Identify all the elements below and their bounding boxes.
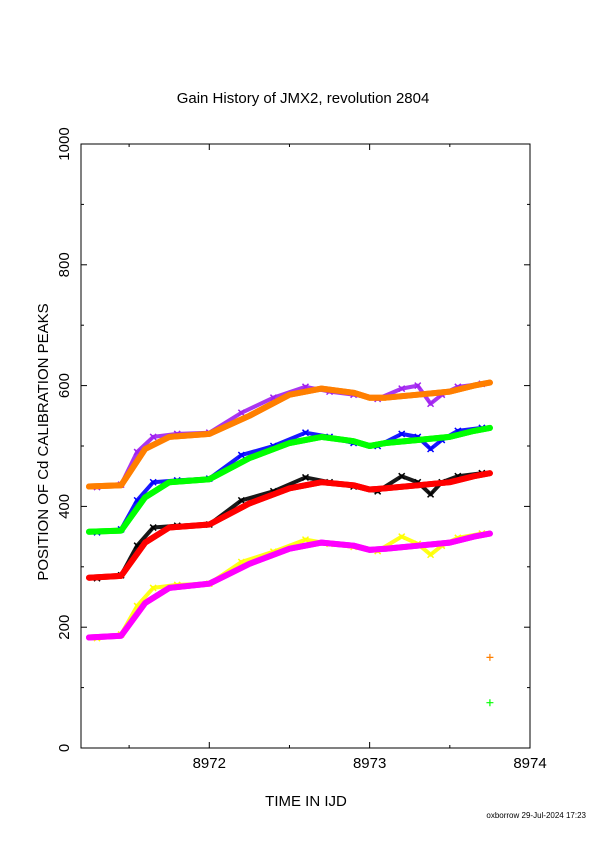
y-tick-label: 200 (56, 615, 73, 640)
chart-title: Gain History of JMX2, revolution 2804 (177, 90, 430, 107)
y-tick-label: 800 (56, 252, 73, 277)
series-raw-point (301, 536, 310, 544)
x-tick-label: 8972 (193, 755, 226, 772)
y-tick-label: 1000 (56, 127, 73, 160)
x-axis-label: TIME IN IJD (265, 793, 347, 810)
series-raw-point (398, 533, 406, 541)
series-raw-point (427, 490, 435, 498)
series-raw-point (427, 445, 435, 453)
series-fit-line-overlay (86, 530, 493, 641)
extra-plus-point (486, 699, 494, 707)
series-raw-point (398, 430, 406, 438)
series-raw-point (237, 451, 245, 459)
x-tick-labels: 8972 8973 8974 (193, 755, 547, 772)
series-raw-point (301, 429, 310, 437)
y-tick-labels: 0 200 400 600 800 1000 (56, 127, 73, 752)
series-fit-line-overlay (86, 470, 493, 581)
series-layer (86, 379, 493, 642)
extra-points-layer (486, 653, 494, 707)
series-raw-point (427, 400, 435, 408)
series-raw-point (398, 385, 406, 393)
series-raw-point (398, 472, 406, 480)
series-raw-point (237, 409, 245, 417)
series-fit-line-overlay (86, 379, 493, 490)
footer-credit: oxborrow 29-Jul-2024 17:23 (486, 811, 586, 820)
series-raw-point (427, 551, 435, 559)
x-tick-label: 8973 (353, 755, 386, 772)
series-fit-line-overlay (86, 424, 493, 535)
series-raw-point (301, 473, 310, 481)
y-axis-label: POSITION OF Cd CALIBRATION PEAKS (35, 303, 52, 580)
series-raw-point (414, 382, 422, 390)
y-tick-label: 0 (56, 744, 73, 752)
series-raw-point (149, 584, 157, 592)
series-raw-point (149, 524, 157, 532)
y-tick-label: 400 (56, 494, 73, 519)
x-tick-label: 8974 (513, 755, 546, 772)
y-tick-label: 600 (56, 373, 73, 398)
series-raw-point (149, 478, 157, 486)
extra-plus-point (486, 653, 494, 661)
series-raw-point (149, 433, 157, 441)
series-raw-point (237, 496, 245, 504)
axis-ticks (81, 143, 531, 749)
